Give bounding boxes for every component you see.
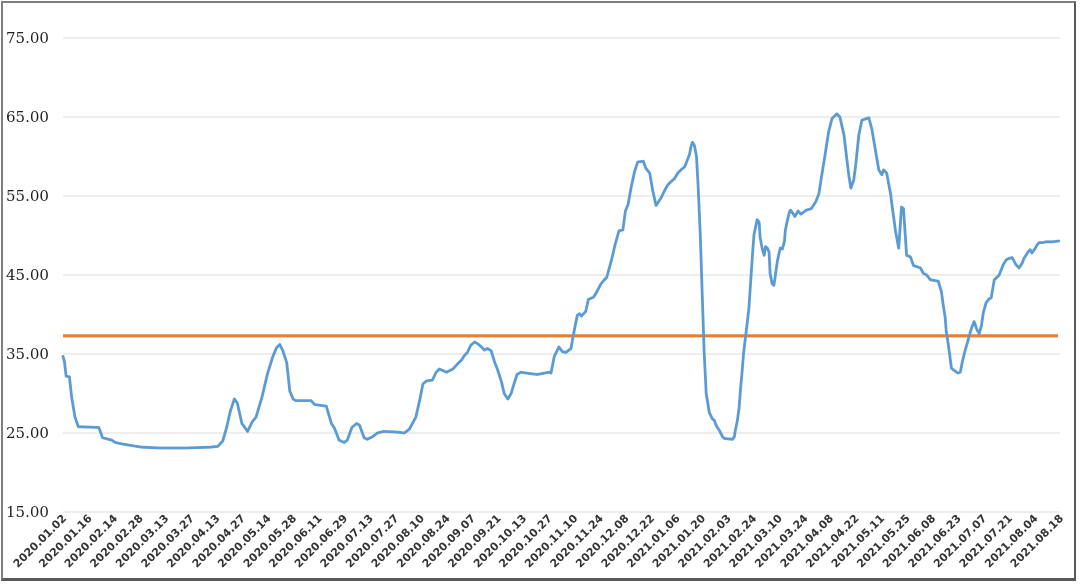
- y-tick-label: 15.00: [6, 503, 49, 521]
- x-axis-labels: 2020.01.022020.01.162020.02.142020.02.28…: [11, 512, 1066, 571]
- y-tick-label: 45.00: [6, 266, 49, 284]
- y-axis-labels: 15.00 25.00 35.00 45.00 55.00 65.00 75.00: [6, 29, 49, 521]
- y-tick-label: 35.00: [6, 345, 49, 363]
- gridlines: [63, 37, 1060, 513]
- y-tick-label: 75.00: [6, 29, 49, 47]
- y-tick-label: 25.00: [6, 424, 49, 442]
- line-chart-svg: 15.00 25.00 35.00 45.00 55.00 65.00 75.00 2020.…: [6, 29, 1066, 571]
- y-tick-label: 65.00: [6, 108, 49, 126]
- y-tick-label: 55.00: [6, 187, 49, 205]
- price-line: [61, 112, 1061, 450]
